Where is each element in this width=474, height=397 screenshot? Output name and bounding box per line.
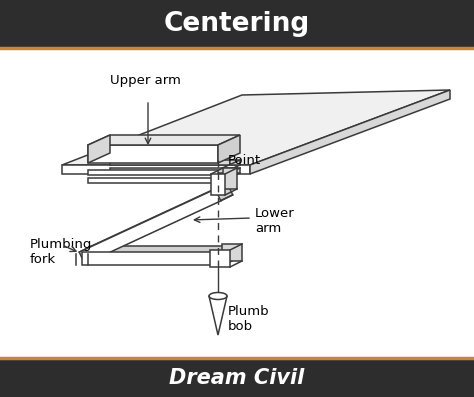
Bar [0,358,474,397]
Text: Centering: Centering [164,11,310,37]
Polygon shape [88,170,218,175]
Text: Lower
arm: Lower arm [255,207,295,235]
Polygon shape [222,244,242,261]
Polygon shape [210,250,230,267]
Text: Point: Point [228,154,261,166]
Polygon shape [209,296,227,335]
Text: Upper arm: Upper arm [110,74,181,87]
Polygon shape [110,168,240,173]
Bar [0,0,474,48]
Polygon shape [110,160,240,165]
Polygon shape [79,189,221,264]
Polygon shape [62,165,250,174]
Text: Plumb
bob: Plumb bob [228,305,270,333]
Polygon shape [211,174,225,195]
Polygon shape [250,90,450,174]
Polygon shape [88,135,240,145]
Bar [0,48,474,358]
Polygon shape [91,183,233,258]
Polygon shape [88,145,218,163]
Polygon shape [88,135,110,163]
Text: Plumbing
fork: Plumbing fork [30,238,92,266]
Polygon shape [62,90,450,165]
Text: Dream Civil: Dream Civil [169,368,305,387]
Polygon shape [218,135,240,163]
Polygon shape [94,245,237,258]
Polygon shape [223,168,237,189]
Polygon shape [88,178,218,183]
Ellipse shape [209,293,227,299]
Polygon shape [82,252,225,264]
